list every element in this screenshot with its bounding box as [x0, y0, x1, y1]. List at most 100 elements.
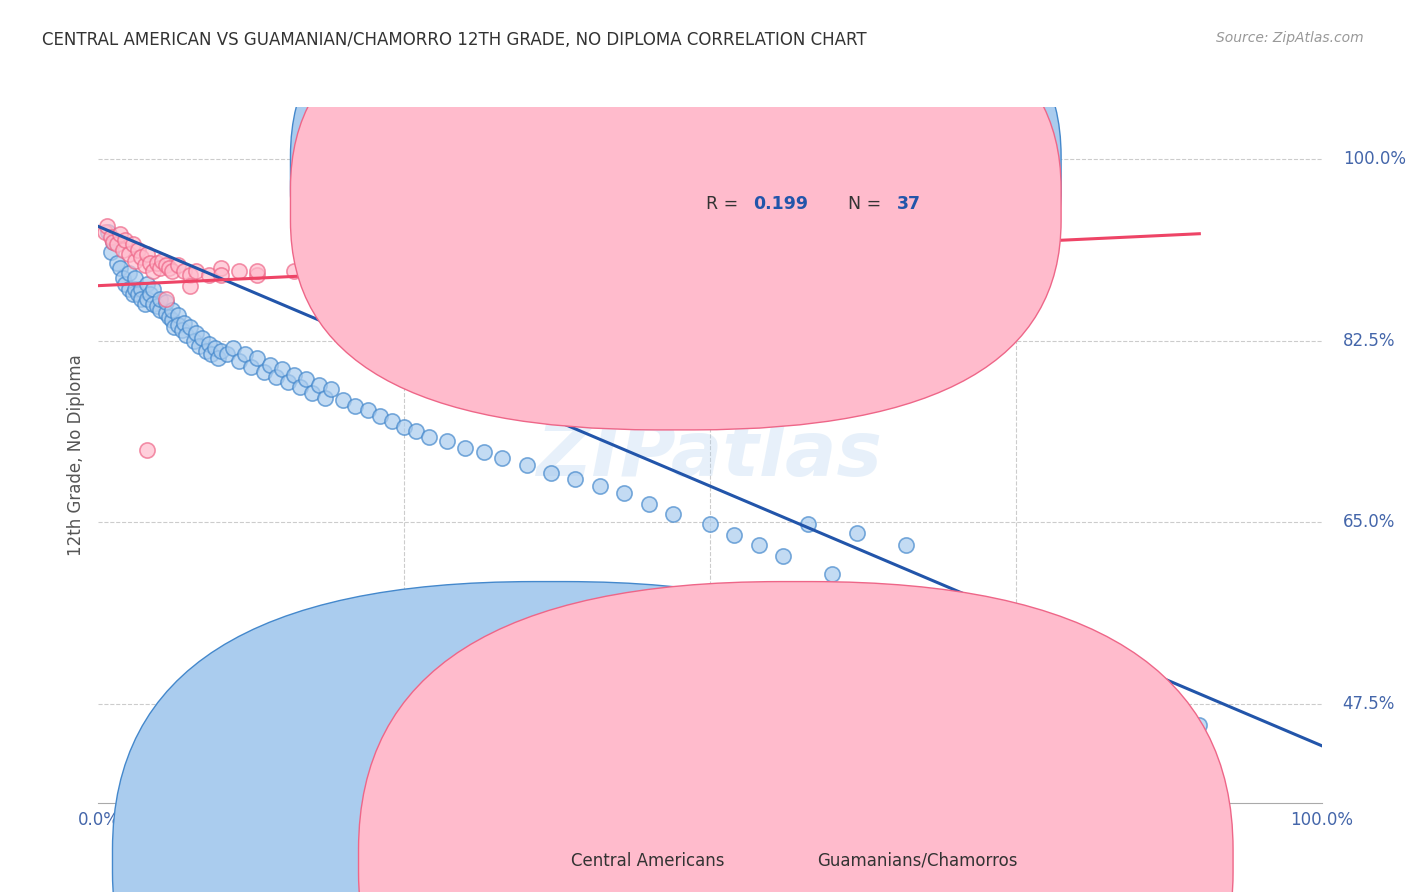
Point — [381, 414, 404, 428]
Point — [772, 549, 794, 563]
Text: R =: R = — [706, 195, 744, 213]
Point — [454, 441, 477, 455]
Point — [277, 376, 299, 390]
Point — [233, 347, 256, 361]
Point — [301, 385, 323, 400]
Point — [160, 313, 183, 327]
Point — [1042, 645, 1064, 659]
Point — [699, 517, 721, 532]
Point — [170, 323, 193, 337]
Point — [186, 326, 208, 341]
Point — [650, 619, 672, 633]
Point — [155, 258, 177, 272]
Point — [283, 368, 305, 382]
Text: Guamanians/Chamorros: Guamanians/Chamorros — [817, 852, 1018, 870]
Point — [163, 320, 186, 334]
Point — [368, 409, 391, 424]
Point — [589, 479, 612, 493]
Point — [124, 253, 146, 268]
Point — [96, 219, 118, 234]
Point — [209, 260, 232, 275]
Point — [980, 624, 1002, 639]
Point — [290, 380, 312, 394]
Text: 99: 99 — [897, 163, 921, 182]
Text: 65.0%: 65.0% — [1343, 514, 1395, 532]
Point — [101, 235, 124, 249]
Point — [101, 235, 124, 249]
Point — [157, 310, 180, 324]
FancyBboxPatch shape — [637, 126, 973, 235]
Point — [124, 271, 146, 285]
Point — [344, 399, 367, 413]
Text: 47.5%: 47.5% — [1343, 695, 1395, 713]
Point — [613, 235, 636, 249]
Point — [197, 268, 219, 283]
Point — [405, 424, 427, 438]
Text: N =: N = — [848, 195, 887, 213]
Point — [110, 260, 132, 275]
Point — [246, 351, 269, 366]
Point — [100, 230, 122, 244]
Point — [110, 227, 132, 241]
Point — [149, 260, 172, 275]
Point — [134, 297, 156, 311]
Text: N =: N = — [848, 163, 887, 182]
Point — [356, 403, 378, 417]
Point — [155, 295, 177, 310]
Text: 82.5%: 82.5% — [1343, 332, 1395, 350]
FancyBboxPatch shape — [291, 0, 1062, 430]
Point — [155, 306, 177, 320]
Point — [491, 450, 513, 465]
Point — [259, 358, 281, 372]
Point — [748, 538, 770, 552]
Point — [308, 378, 330, 392]
Point — [136, 442, 159, 457]
Point — [118, 282, 141, 296]
Point — [252, 365, 274, 379]
Point — [436, 434, 458, 449]
Point — [332, 392, 354, 407]
Point — [392, 420, 416, 434]
Point — [228, 354, 250, 368]
Point — [1102, 681, 1125, 696]
Point — [167, 308, 190, 322]
Point — [246, 264, 269, 278]
Point — [821, 567, 844, 582]
Point — [114, 233, 136, 247]
Point — [100, 245, 122, 260]
Point — [179, 278, 201, 293]
Point — [564, 472, 586, 486]
Point — [195, 344, 218, 359]
Point — [515, 458, 537, 473]
Point — [264, 370, 287, 384]
Point — [283, 264, 305, 278]
Point — [155, 292, 177, 306]
Point — [723, 528, 745, 542]
Point — [127, 244, 149, 258]
Point — [215, 347, 238, 361]
Point — [270, 361, 294, 376]
Point — [111, 271, 134, 285]
FancyBboxPatch shape — [291, 0, 1062, 398]
Point — [173, 316, 195, 330]
Point — [167, 318, 190, 332]
Point — [167, 258, 190, 272]
Point — [246, 268, 269, 283]
Point — [183, 334, 205, 348]
Point — [209, 268, 232, 283]
Point — [920, 604, 942, 618]
Point — [150, 253, 173, 268]
Point — [870, 586, 893, 600]
Point — [894, 538, 917, 552]
Point — [187, 339, 209, 353]
Point — [222, 341, 245, 355]
Point — [121, 237, 143, 252]
Point — [146, 300, 169, 314]
Point — [149, 302, 172, 317]
Point — [111, 244, 134, 258]
Point — [157, 260, 180, 275]
Point — [240, 359, 263, 374]
Point — [129, 292, 152, 306]
Text: Central Americans: Central Americans — [571, 852, 724, 870]
Point — [191, 330, 214, 344]
